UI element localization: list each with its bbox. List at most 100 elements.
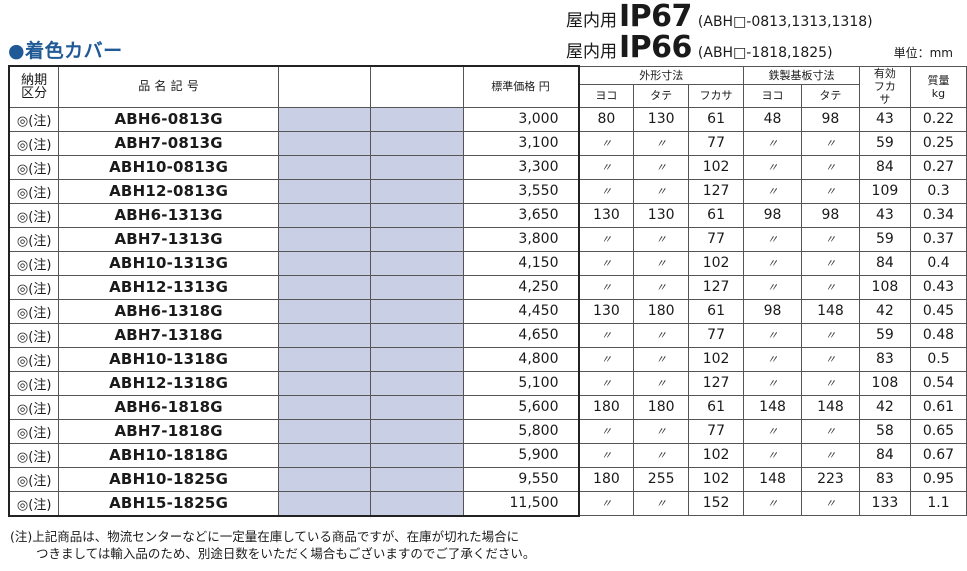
product-table: 納期区分 品 名 記 号 標準価格 円 外形寸法 鉄製基板寸法 有効フカサ 質量…: [8, 65, 967, 517]
mass-cell: 0.54: [909, 370, 967, 396]
outer-fukasa-cell: 61: [688, 298, 745, 324]
shaded-cell: [277, 490, 371, 517]
shaded-cell: [277, 250, 371, 276]
header-plate-dims: 鉄製基板寸法: [743, 65, 860, 85]
mass-cell: 0.45: [909, 298, 967, 324]
mass-cell: 0.43: [909, 274, 967, 300]
outer-tate-cell: 〃: [633, 178, 690, 204]
outer-yoko-cell: 〃: [578, 418, 635, 444]
product-name-cell: ABH10-1318G: [58, 346, 279, 372]
product-name-cell: ABH7-1818G: [58, 418, 279, 444]
product-name-cell: ABH12-0813G: [58, 178, 279, 204]
outer-fukasa-cell: 102: [688, 466, 745, 492]
outer-fukasa-cell: 77: [688, 130, 745, 156]
effective-depth-cell: 108: [858, 274, 911, 300]
effective-depth-cell: 43: [858, 106, 911, 132]
price-cell: 5,900: [462, 442, 580, 468]
mass-cell: 0.65: [909, 418, 967, 444]
outer-fukasa-cell: 77: [688, 322, 745, 348]
plate-tate-cell: 223: [800, 466, 860, 492]
product-name-cell: ABH6-0813G: [58, 106, 279, 132]
delivery-cell: ◎(注): [8, 466, 60, 492]
header-blank-2: [369, 65, 464, 108]
delivery-cell: ◎(注): [8, 202, 60, 228]
shaded-cell: [369, 106, 464, 132]
ip-models: (ABH□-0813,1313,1318): [697, 14, 873, 30]
table-row: ◎(注) ABH7-0813G 3,100 〃〃 77 〃〃 59 0.25: [8, 130, 967, 156]
mass-cell: 0.95: [909, 466, 967, 492]
outer-fukasa-cell: 152: [688, 490, 745, 516]
plate-tate-cell: 〃: [800, 274, 860, 300]
footnote: (注)上記商品は、物流センターなどに一定量在庫している商品ですが、在庫が切れた場…: [10, 528, 535, 562]
outer-tate-cell: 255: [633, 466, 690, 492]
plate-tate-cell: 〃: [800, 130, 860, 156]
mass-cell: 0.22: [909, 106, 967, 132]
shaded-cell: [369, 298, 464, 324]
outer-fukasa-cell: 61: [688, 394, 745, 420]
ip-line-ip66: 屋内用 IP66 (ABH□-1818,1825): [566, 33, 873, 64]
plate-yoko-cell: 98: [743, 202, 802, 228]
plate-tate-cell: 148: [800, 394, 860, 420]
price-cell: 11,500: [462, 490, 580, 517]
outer-yoko-cell: 〃: [578, 370, 635, 396]
plate-tate-cell: 98: [800, 106, 860, 132]
outer-tate-cell: 130: [633, 106, 690, 132]
outer-yoko-cell: 〃: [578, 178, 635, 204]
effective-depth-cell: 84: [858, 250, 911, 276]
outer-yoko-cell: 80: [578, 106, 635, 132]
effective-depth-cell: 59: [858, 322, 911, 348]
product-name-cell: ABH12-1313G: [58, 274, 279, 300]
price-cell: 3,800: [462, 226, 580, 252]
shaded-cell: [277, 370, 371, 396]
outer-yoko-cell: 〃: [578, 274, 635, 300]
mass-cell: 0.25: [909, 130, 967, 156]
product-name-cell: ABH7-1318G: [58, 322, 279, 348]
effective-depth-cell: 109: [858, 178, 911, 204]
outer-yoko-cell: 130: [578, 202, 635, 228]
ip-line-ip67: 屋内用 IP67 (ABH□-0813,1313,1318): [566, 2, 873, 33]
plate-yoko-cell: 〃: [743, 250, 802, 276]
outer-tate-cell: 180: [633, 298, 690, 324]
plate-tate-cell: 〃: [800, 418, 860, 444]
price-cell: 3,300: [462, 154, 580, 180]
delivery-cell: ◎(注): [8, 322, 60, 348]
table-row: ◎(注) ABH7-1313G 3,800 〃〃 77 〃〃 59 0.37: [8, 226, 967, 252]
outer-fukasa-cell: 102: [688, 346, 745, 372]
plate-yoko-cell: 148: [743, 394, 802, 420]
header-outer-yoko: ヨコ: [578, 83, 635, 108]
plate-tate-cell: 98: [800, 202, 860, 228]
table-row: ◎(注) ABH6-0813G 3,000 80 130 61 48 98 43 0.22: [8, 106, 967, 132]
effective-depth-cell: 108: [858, 370, 911, 396]
outer-fukasa-cell: 102: [688, 442, 745, 468]
delivery-cell: ◎(注): [8, 226, 60, 252]
outer-yoko-cell: 〃: [578, 346, 635, 372]
outer-fukasa-cell: 102: [688, 250, 745, 276]
outer-fukasa-cell: 102: [688, 154, 745, 180]
ip-code: IP66: [619, 30, 692, 65]
ip-rating-block: 屋内用 IP67 (ABH□-0813,1313,1318) 屋内用 IP66 …: [566, 2, 873, 64]
outer-tate-cell: 〃: [633, 130, 690, 156]
mass-cell: 0.34: [909, 202, 967, 228]
header-delivery: 納期区分: [8, 65, 60, 108]
shaded-cell: [369, 490, 464, 517]
outer-fukasa-cell: 127: [688, 178, 745, 204]
product-name-cell: ABH10-0813G: [58, 154, 279, 180]
effective-depth-cell: 42: [858, 394, 911, 420]
shaded-cell: [369, 418, 464, 444]
delivery-cell: ◎(注): [8, 106, 60, 132]
ip-code: IP67: [619, 0, 692, 34]
delivery-cell: ◎(注): [8, 130, 60, 156]
outer-yoko-cell: 〃: [578, 226, 635, 252]
header-outer-fukasa: フカサ: [688, 83, 745, 108]
outer-tate-cell: 〃: [633, 346, 690, 372]
outer-yoko-cell: 〃: [578, 442, 635, 468]
footnote-line-2: つきましては輸入品のため、別途日数をいただく場合もございますのでご了承ください。: [36, 546, 536, 561]
header-outer-dims: 外形寸法: [578, 65, 745, 85]
outer-yoko-cell: 130: [578, 298, 635, 324]
plate-tate-cell: 〃: [800, 154, 860, 180]
product-name-cell: ABH7-1313G: [58, 226, 279, 252]
price-cell: 5,100: [462, 370, 580, 396]
product-name-cell: ABH10-1825G: [58, 466, 279, 492]
product-table-body: ◎(注) ABH6-0813G 3,000 80 130 61 48 98 43 0.22 ◎(注)…: [8, 106, 967, 517]
shaded-cell: [277, 178, 371, 204]
